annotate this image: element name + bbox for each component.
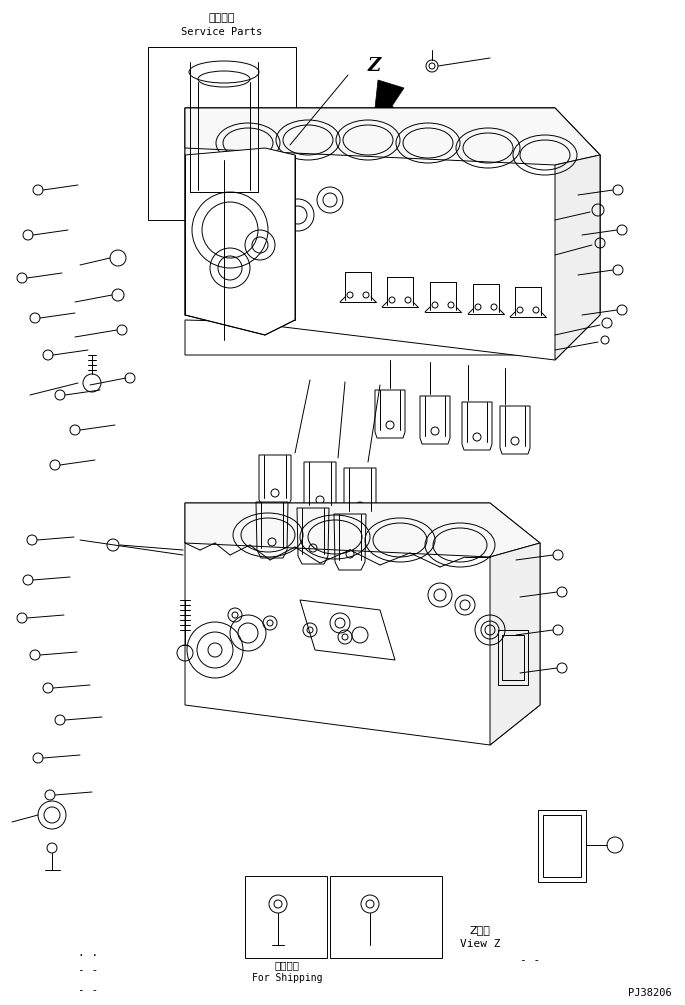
Bar — [245, 876, 327, 958]
Bar — [498, 630, 528, 685]
Polygon shape — [375, 80, 408, 120]
Polygon shape — [185, 108, 600, 165]
Polygon shape — [185, 108, 600, 170]
Text: PJ38206: PJ38206 — [628, 988, 672, 998]
Text: - -: - - — [78, 965, 98, 975]
Bar — [538, 810, 586, 882]
Text: . .: . . — [78, 948, 98, 958]
Polygon shape — [555, 155, 600, 360]
Text: 運搜部品: 運搜部品 — [275, 960, 299, 970]
Text: Z: Z — [368, 57, 381, 75]
Text: For Shipping: For Shipping — [252, 973, 322, 983]
Polygon shape — [185, 155, 600, 355]
Bar — [148, 47, 296, 220]
Bar — [543, 815, 581, 877]
Polygon shape — [185, 502, 540, 557]
Polygon shape — [490, 543, 540, 745]
Text: 補給専用: 補給専用 — [209, 13, 235, 23]
Text: - -: - - — [78, 985, 98, 995]
Bar — [330, 876, 442, 958]
Bar — [502, 635, 524, 680]
Text: Service Parts: Service Parts — [182, 27, 262, 37]
Polygon shape — [185, 502, 540, 745]
Polygon shape — [185, 108, 600, 360]
Text: Z　視: Z 視 — [469, 925, 490, 935]
Text: View Z: View Z — [460, 939, 500, 949]
Polygon shape — [555, 155, 600, 355]
Text: - -: - - — [520, 955, 540, 965]
Polygon shape — [185, 148, 295, 335]
